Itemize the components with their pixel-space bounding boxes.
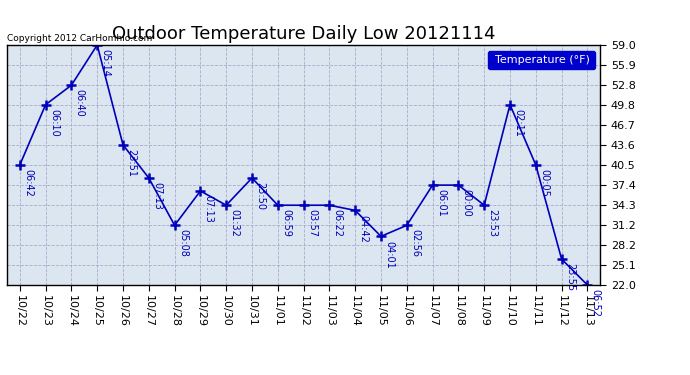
Text: 00:05: 00:05 (539, 169, 549, 197)
Text: 03:57: 03:57 (307, 209, 317, 237)
Text: 06:10: 06:10 (49, 109, 59, 136)
Text: 04:42: 04:42 (359, 214, 368, 243)
Text: 05:14: 05:14 (101, 49, 110, 77)
Text: 05:08: 05:08 (178, 230, 188, 257)
Text: 06:42: 06:42 (23, 169, 33, 197)
Text: 06:52: 06:52 (591, 289, 601, 317)
Text: 06:22: 06:22 (333, 209, 343, 237)
Title: Outdoor Temperature Daily Low 20121114: Outdoor Temperature Daily Low 20121114 (112, 26, 495, 44)
Text: 01:32: 01:32 (230, 209, 239, 237)
Text: 23:50: 23:50 (255, 182, 266, 210)
Text: 23:53: 23:53 (488, 209, 497, 237)
Text: Copyright 2012 CarHomhio.com: Copyright 2012 CarHomhio.com (7, 34, 152, 43)
Text: 06:59: 06:59 (281, 209, 291, 237)
Text: 07:13: 07:13 (204, 195, 214, 223)
Legend: Temperature (°F): Temperature (°F) (488, 51, 595, 69)
Text: 06:01: 06:01 (436, 189, 446, 217)
Text: 02:56: 02:56 (410, 230, 420, 258)
Text: 07:13: 07:13 (152, 182, 162, 210)
Text: 02:11: 02:11 (513, 109, 523, 137)
Text: 06:40: 06:40 (75, 89, 85, 117)
Text: 23:51: 23:51 (126, 149, 137, 177)
Text: 23:55: 23:55 (565, 263, 575, 291)
Text: 04:01: 04:01 (384, 240, 394, 268)
Text: 00:00: 00:00 (462, 189, 472, 217)
